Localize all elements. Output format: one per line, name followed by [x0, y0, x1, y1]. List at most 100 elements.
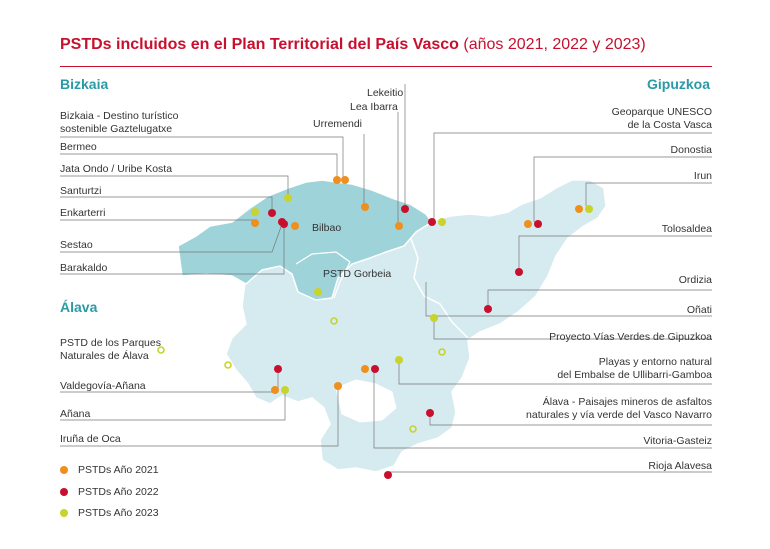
- leader-bermeo: [60, 153, 338, 178]
- pstd-point-donostia-b: [534, 220, 542, 228]
- leader-iruna: [60, 386, 339, 447]
- leader-tolosaldea: [518, 235, 712, 270]
- legend-label-2021: PSTDs Año 2021: [78, 464, 159, 477]
- pstd-point-lea: [395, 222, 403, 230]
- park-star-icon: [330, 317, 338, 325]
- pstd-point-viasverdes: [430, 314, 438, 322]
- label-jata: Jata Ondo / Uribe Kosta: [60, 163, 173, 175]
- pstd-point-bilbao-b: [251, 219, 259, 227]
- leader-sestao: [60, 223, 283, 253]
- label-ullibarri-line1: Playas y entorno natural: [598, 356, 712, 368]
- label-geoparque: Geoparque UNESCO de la Costa Vasca: [612, 106, 712, 132]
- pstd-point-urremendi: [361, 203, 369, 211]
- pstd-point-lekeitio: [401, 205, 409, 213]
- leader-lines: [60, 84, 712, 473]
- pstd-point-geoparque: [438, 218, 446, 226]
- leader-asfaltos: [429, 414, 712, 426]
- leader-donostia: [533, 156, 712, 222]
- pstd-point-valdegovia-b: [271, 386, 279, 394]
- leader-barakaldo: [60, 222, 285, 275]
- leader-ullibarri: [398, 360, 712, 385]
- label-ullibarri: Playas y entorno natural del Embalse de …: [557, 356, 712, 382]
- leader-geoparque: [433, 132, 712, 220]
- label-geoparque-line1: Geoparque UNESCO: [611, 106, 712, 118]
- label-ordizia: Ordizia: [678, 274, 712, 286]
- label-bermeo: Bermeo: [60, 141, 97, 153]
- label-vitoria: Vitoria-Gasteiz: [643, 435, 712, 447]
- pstd-point-santurtzi: [268, 209, 276, 217]
- pstd-point-gaztelugatxe: [341, 176, 349, 184]
- label-asfaltos-line1: Álava - Paisajes mineros de asfaltos: [542, 396, 712, 408]
- park-star-icon: [224, 361, 232, 369]
- label-gaztelugatxe-line2: sostenible Gaztelugatxe: [60, 123, 173, 135]
- leader-vitoria: [373, 370, 712, 449]
- label-parques: PSTD de los Parques Naturales de Álava: [60, 337, 161, 363]
- label-gaztelugatxe: Bizkaia - Destino turístico sostenible G…: [60, 110, 178, 136]
- label-tolosaldea: Tolosaldea: [661, 223, 712, 235]
- pstd-point-anana: [281, 386, 289, 394]
- label-lekeitio: Lekeitio: [367, 87, 404, 99]
- label-ullibarri-line2: del Embalse de Ullibarri-Gamboa: [557, 369, 712, 381]
- label-parques-line2: Naturales de Álava: [60, 350, 149, 362]
- pstd-point-onati: [428, 218, 436, 226]
- label-gaztelugatxe-line1: Bizkaia - Destino turístico: [60, 110, 179, 122]
- legend-dot-2021: [60, 466, 68, 475]
- pstd-points: [251, 176, 593, 479]
- title-main: PSTDs incluidos en el Plan Territorial d…: [60, 36, 459, 53]
- label-bilbao: Bilbao: [312, 222, 342, 234]
- label-asfaltos-line2: naturales y vía verde del Vasco Navarro: [526, 409, 712, 421]
- leader-irun: [585, 182, 712, 206]
- label-viasverdes: Proyecto Vías Verdes de Gipuzkoa: [549, 331, 712, 343]
- legend-dot-2023: [60, 509, 68, 518]
- label-geoparque-line2: de la Costa Vasca: [627, 119, 712, 131]
- label-rioja: Rioja Alavesa: [648, 460, 712, 472]
- pstd-point-barakaldo: [280, 220, 288, 228]
- pstd-point-enkarterri: [251, 208, 259, 216]
- park-star-icon: [438, 348, 446, 356]
- title-years: (años 2021, 2022 y 2023): [458, 36, 646, 53]
- label-lea: Lea Ibarra: [350, 101, 398, 113]
- label-donostia: Donostia: [670, 144, 712, 156]
- pstd-point-bermeo: [333, 176, 341, 184]
- top-accent-band: [0, 0, 770, 8]
- pstd-point-iruna: [334, 382, 342, 390]
- gipuzkoa-boundary: [409, 235, 469, 339]
- pstd-point-vitoria-b: [371, 365, 379, 373]
- region-title-alava: Álava: [60, 299, 98, 315]
- park-star-icon: [409, 425, 417, 433]
- label-valdegovia: Valdegovía-Añana: [60, 380, 146, 392]
- leader-santurtzi: [60, 196, 273, 212]
- legend-label-2022: PSTDs Año 2022: [78, 486, 159, 499]
- label-sestao: Sestao: [60, 239, 93, 251]
- pstd-point-jata: [284, 194, 292, 202]
- legend-2021: PSTDs Año 2021: [60, 464, 159, 476]
- leader-ordizia: [487, 289, 712, 308]
- pstd-point-ullibarri: [395, 356, 403, 364]
- pstd-point-gorbeia: [314, 288, 322, 296]
- map-title: PSTDs incluidos en el Plan Territorial d…: [60, 36, 646, 54]
- leader-onati: [425, 282, 712, 317]
- pstd-point-valdegovia-a: [274, 365, 282, 373]
- pstd-point-ordizia: [484, 305, 492, 313]
- title-rule: [60, 66, 712, 67]
- leader-anana: [60, 390, 286, 421]
- pstd-point-vitoria-a: [361, 365, 369, 373]
- region-bizkaia: [177, 179, 434, 301]
- pstd-point-donostia-a: [524, 220, 532, 228]
- label-anana: Añana: [60, 408, 91, 420]
- park-markers: [157, 317, 446, 433]
- label-barakaldo: Barakaldo: [60, 262, 108, 274]
- bottom-accent-band: [0, 541, 770, 549]
- trevino-enclave: [335, 379, 397, 423]
- gorbeia-boundary: [295, 251, 351, 299]
- label-enkarterri: Enkarterri: [60, 207, 106, 219]
- label-santurtzi: Santurtzi: [60, 185, 102, 197]
- pstd-point-bilbao-a: [291, 222, 299, 230]
- label-gorbeia: PSTD Gorbeia: [323, 268, 392, 280]
- park-star-icon: [157, 346, 165, 354]
- region-title-gipuzkoa: Gipuzkoa: [647, 76, 711, 92]
- label-urremendi: Urremendi: [313, 118, 363, 130]
- leader-gaztelugatxe: [60, 136, 344, 178]
- legend-label-2023: PSTDs Año 2023: [78, 507, 159, 520]
- label-asfaltos: Álava - Paisajes mineros de asfaltos nat…: [526, 396, 712, 422]
